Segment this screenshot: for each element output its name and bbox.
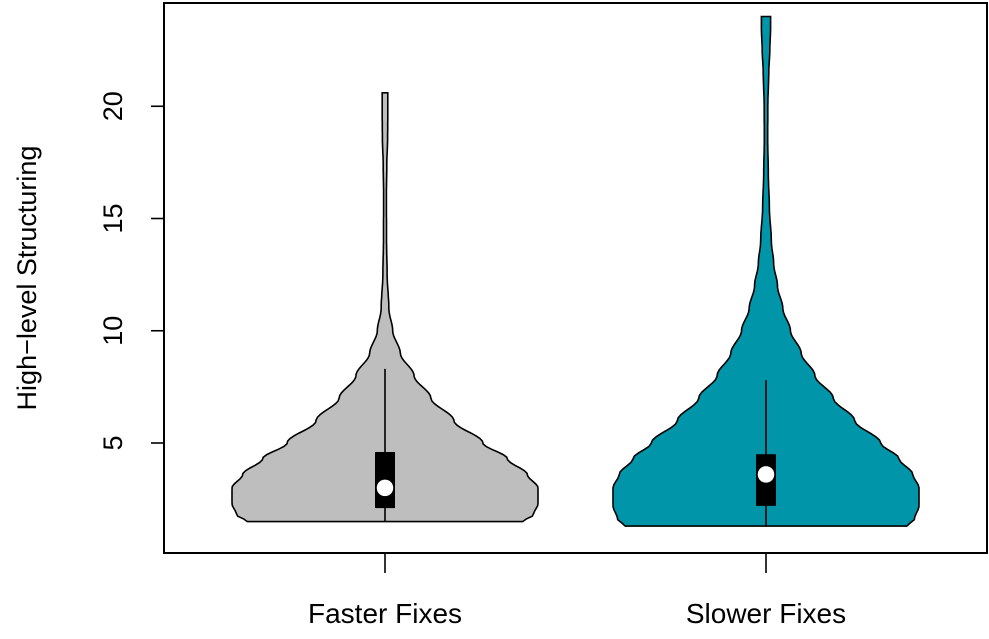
x-axis: Faster Fixes Slower Fixes: [308, 553, 846, 629]
violin-slower-fixes: [612, 15, 920, 527]
boxplots-layer: [375, 368, 776, 527]
violin-faster-fixes: [231, 92, 539, 523]
y-axis-label: High−level Structuring: [12, 146, 42, 411]
y-tick-label: 20: [98, 91, 128, 121]
y-tick-label: 10: [98, 316, 128, 346]
x-category-label: Slower Fixes: [686, 598, 846, 629]
median-point-faster-fixes: [376, 479, 394, 497]
x-category-label: Faster Fixes: [308, 598, 462, 629]
plot-frame: [163, 2, 988, 554]
median-point-slower-fixes: [757, 465, 775, 484]
violins-layer: [231, 15, 920, 527]
y-tick-label: 15: [98, 203, 128, 233]
y-axis: 5 10 15 20: [98, 91, 164, 451]
y-tick-label: 5: [98, 435, 128, 450]
